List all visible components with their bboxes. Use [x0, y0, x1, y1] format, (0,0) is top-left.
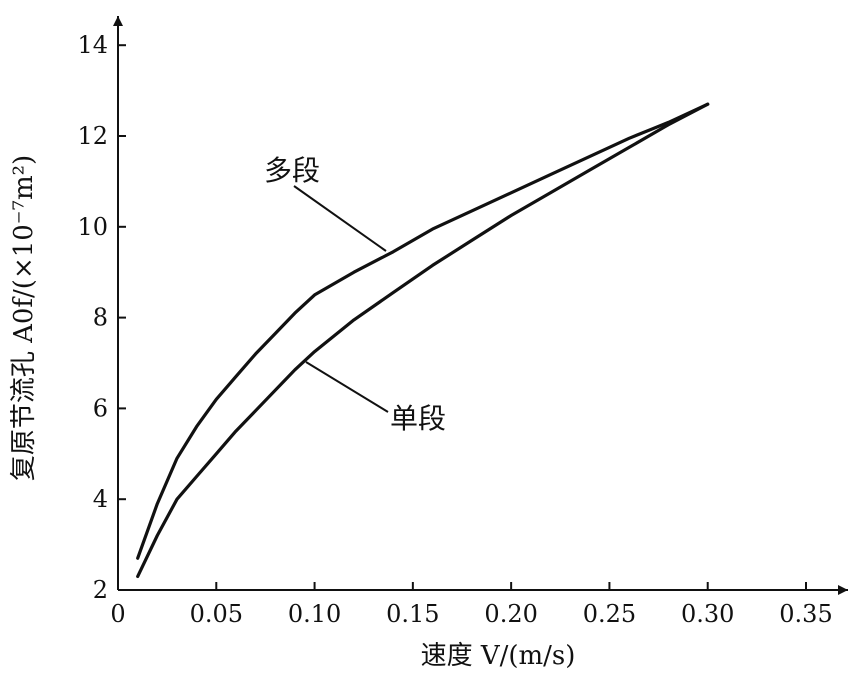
y-tick-label: 2: [93, 576, 108, 604]
y-axis-title: 复原节流孔 A0f/(×10⁻⁷m²): [9, 155, 39, 481]
series-line-duoduan: [136, 102, 710, 560]
series-line-danduan: [136, 102, 710, 579]
x-tick-label: 0.30: [681, 600, 734, 628]
series-label-danduan: 单段: [390, 402, 446, 435]
y-tick-label: 4: [93, 485, 108, 513]
y-axis-ticks: 2 4 6 8 10 12 14: [77, 31, 126, 604]
x-tick-label: 0.10: [288, 600, 341, 628]
series-label-duoduan: 多段: [264, 154, 320, 187]
x-tick-label: 0.15: [386, 600, 439, 628]
y-tick-label: 6: [93, 394, 108, 422]
y-tick-label: 14: [77, 31, 108, 59]
x-tick-label: 0.05: [190, 600, 243, 628]
y-tick-label: 10: [77, 213, 108, 241]
y-tick-label: 8: [93, 304, 108, 332]
x-tick-label: 0.20: [484, 600, 537, 628]
x-tick-label: 0: [110, 600, 125, 628]
x-tick-label: 0.25: [583, 600, 636, 628]
x-axis-ticks: 0 0.05 0.10 0.15 0.20 0.25 0.30 0.35: [110, 582, 833, 628]
leader-line-danduan: [305, 361, 389, 413]
series-layer: [136, 102, 710, 579]
y-tick-label: 12: [77, 122, 108, 150]
x-axis-title: 速度 V/(m/s): [421, 641, 576, 671]
x-tick-label: 0.35: [779, 600, 832, 628]
leader-line-duoduan: [293, 185, 387, 252]
